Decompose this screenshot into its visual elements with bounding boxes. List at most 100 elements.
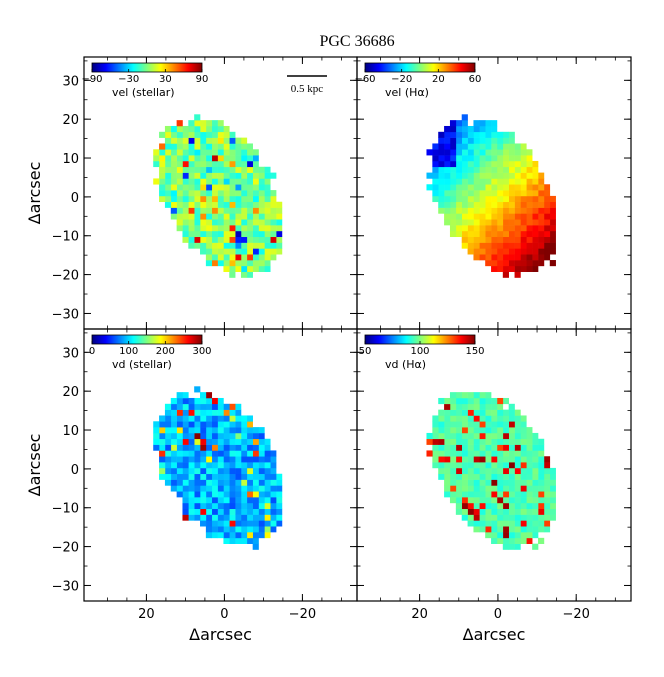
heatmap-pixel [485, 403, 492, 410]
heatmap-pixel [549, 491, 556, 498]
heatmap-pixel [455, 190, 463, 197]
heatmap-pixel [200, 479, 207, 486]
heatmap-pixel [485, 438, 492, 445]
heatmap-pixel [479, 131, 486, 138]
heatmap-pixel [182, 497, 189, 504]
heatmap-pixel [205, 225, 213, 232]
heatmap-pixel [188, 491, 195, 498]
heatmap-pixel [223, 265, 230, 272]
heatmap-pixel [473, 514, 480, 521]
heatmap-pixel [258, 207, 265, 214]
heatmap-pixel [270, 491, 277, 498]
heatmap-pixel [223, 149, 230, 156]
heatmap-pixel [176, 432, 183, 440]
heatmap-pixel [182, 421, 189, 428]
heatmap-pixel [461, 225, 468, 232]
heatmap-pixel [211, 207, 218, 214]
heatmap-pixel [170, 415, 177, 422]
heatmap-pixel [200, 409, 207, 416]
heatmap-pixel [211, 403, 218, 410]
heatmap-pixel [526, 467, 533, 475]
heatmap-pixel [508, 178, 515, 185]
heatmap-pixel [538, 225, 545, 232]
heatmap-pixel [258, 532, 265, 539]
heatmap-pixel [246, 271, 253, 278]
heatmap-pixel [461, 120, 468, 127]
heatmap-pixel [461, 178, 468, 185]
heatmap-pixel [532, 190, 539, 197]
heatmap-pixel [449, 184, 457, 191]
heatmap-pixel [252, 149, 259, 156]
heatmap-pixel [549, 473, 556, 480]
heatmap-pixel [526, 514, 533, 521]
heatmap-pixel [188, 225, 195, 232]
heatmap-pixel [473, 415, 480, 422]
heatmap-pixel [235, 190, 242, 197]
heatmap-pixel [549, 225, 556, 232]
heatmap-pixel [194, 201, 201, 208]
heatmap-pixel [461, 432, 468, 440]
heatmap-pixel [444, 467, 451, 475]
heatmap-pixel [229, 155, 236, 162]
heatmap-pixel [205, 432, 213, 440]
heatmap-pixel [432, 427, 439, 434]
heatmap-pixel [205, 444, 213, 451]
heatmap-pixel [473, 432, 480, 440]
heatmap-pixel [223, 178, 230, 185]
heatmap-pixel [223, 502, 230, 510]
heatmap-pixel [491, 502, 498, 510]
heatmap-pixel [188, 236, 195, 243]
heatmap-pixel [229, 409, 236, 416]
heatmap-pixel [479, 172, 486, 179]
heatmap-pixel [455, 166, 463, 173]
heatmap-pixel [270, 450, 277, 457]
heatmap-pixel [514, 260, 521, 267]
heatmap-pixel [549, 195, 556, 203]
heatmap-pixel [485, 444, 492, 451]
x-tick-label: −20 [562, 607, 589, 622]
heatmap-pixel [514, 248, 521, 255]
heatmap-pixel [264, 242, 271, 249]
heatmap-pixel [532, 438, 539, 445]
heatmap-pixel [170, 172, 177, 179]
heatmap-pixel [240, 526, 248, 533]
heatmap-pixel [538, 184, 545, 191]
heatmap-pixel [217, 502, 224, 510]
heatmap-pixel [449, 450, 457, 457]
heatmap-pixel [514, 184, 521, 191]
heatmap-pixel [188, 184, 195, 191]
heatmap-pixel [217, 120, 224, 127]
heatmap-pixel [496, 236, 504, 243]
colorbar-tick-label: 150 [465, 346, 484, 357]
heatmap-pixel [491, 166, 498, 173]
heatmap-pixel [205, 242, 213, 249]
heatmap-pixel [252, 265, 259, 272]
heatmap-pixel [461, 190, 468, 197]
heatmap-pixel [496, 497, 504, 504]
heatmap-pixel [449, 421, 457, 428]
heatmap-pixel [444, 143, 451, 150]
heatmap-pixel [473, 508, 480, 515]
heatmap-pixel [223, 444, 230, 451]
heatmap-pixel [455, 450, 463, 457]
heatmap-pixel [235, 415, 242, 422]
heatmap-bottom-right [426, 392, 556, 550]
heatmap-pixel [526, 432, 533, 440]
heatmap-pixel [246, 260, 253, 267]
heatmap-pixel [235, 537, 242, 544]
heatmap-pixel [491, 491, 498, 498]
heatmap-pixel [438, 195, 445, 203]
heatmap-pixel [502, 462, 509, 469]
heatmap-pixel [449, 143, 457, 150]
heatmap-pixel [426, 450, 433, 457]
heatmap-pixel [479, 236, 486, 243]
heatmap-pixel [182, 143, 189, 150]
heatmap-pixel [467, 438, 474, 445]
heatmap-pixel [538, 462, 545, 469]
heatmap-pixel [526, 427, 533, 434]
x-tick-label: −20 [289, 607, 316, 622]
heatmap-pixel [200, 120, 207, 127]
heatmap-pixel [235, 421, 242, 428]
heatmap-pixel [229, 502, 236, 510]
